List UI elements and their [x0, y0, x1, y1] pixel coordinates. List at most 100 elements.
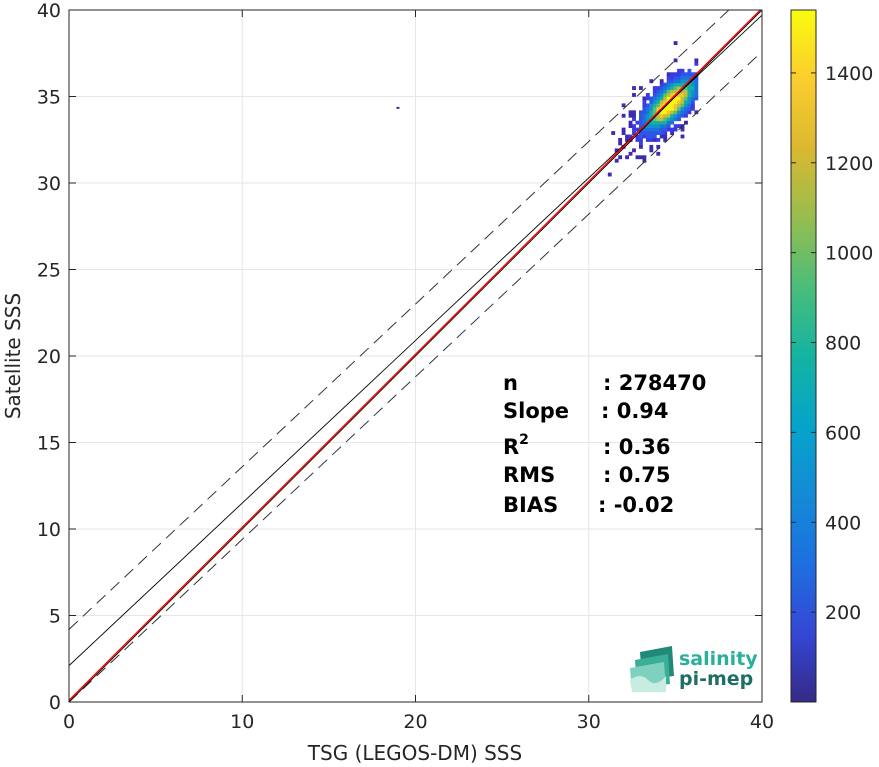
density-cell: [645, 117, 650, 122]
colorbar-tick-label: 600: [825, 422, 861, 444]
density-cell: [621, 131, 626, 135]
density-cell: [642, 110, 647, 115]
density-cell: [677, 99, 681, 104]
density-cell: [680, 89, 685, 94]
y-tick-label: 20: [37, 346, 61, 368]
density-cell: [684, 75, 688, 80]
density-cell: [666, 127, 671, 132]
density-cell: [680, 82, 685, 87]
density-cell: [677, 106, 681, 111]
density-cell: [656, 131, 661, 135]
density-cell: [694, 79, 699, 84]
density-cell: [635, 134, 640, 139]
density-cell: [638, 124, 643, 129]
density-cell: [656, 96, 661, 101]
density-cell: [635, 155, 640, 160]
density-cell: [677, 86, 681, 90]
density-cell: [666, 89, 671, 94]
density-cell: [673, 75, 678, 80]
x-tick-label: 10: [230, 711, 254, 733]
density-cell: [652, 86, 657, 90]
density-heatmap: [396, 41, 699, 177]
density-cell: [680, 93, 685, 97]
density-cell: [694, 110, 699, 115]
density-cell: [638, 144, 643, 149]
density-cell: [659, 124, 664, 129]
density-cell: [659, 82, 664, 87]
density-cell: [645, 134, 650, 139]
density-cell: [687, 96, 692, 101]
density-cell: [670, 106, 675, 111]
density-cell: [645, 93, 650, 97]
density-cell: [649, 106, 654, 111]
logo-text-salinity: salinity: [679, 648, 758, 670]
density-cell: [673, 110, 678, 115]
density-cell: [680, 103, 685, 108]
density-cell: [680, 110, 685, 115]
density-cell: [656, 113, 661, 118]
regression-lines: [69, 10, 762, 702]
density-outlier: [396, 106, 400, 109]
density-cell: [670, 113, 675, 118]
density-cell: [666, 72, 671, 77]
density-cell: [656, 151, 661, 156]
density-cell: [670, 131, 675, 135]
density-cell: [684, 79, 688, 84]
density-cell: [659, 89, 664, 94]
density-cell: [677, 113, 681, 118]
density-cell: [663, 82, 668, 87]
colorbar-tick-label: 1000: [825, 243, 873, 265]
density-cell: [687, 68, 692, 73]
salinity-pimep-logo: salinity pi-mep: [630, 646, 758, 692]
x-tick-label: 20: [403, 711, 427, 733]
density-cell: [642, 127, 647, 132]
density-cell: [680, 79, 685, 84]
density-cell: [656, 99, 661, 104]
density-cell: [663, 131, 668, 135]
density-cell: [649, 138, 654, 142]
density-cell: [652, 93, 657, 97]
density-cell: [673, 117, 678, 122]
density-cell: [638, 110, 643, 115]
density-cell: [690, 93, 695, 97]
density-cell: [673, 127, 678, 132]
density-cell: [628, 151, 633, 156]
density-cell: [638, 138, 643, 142]
density-cell: [659, 131, 664, 135]
density-cell: [659, 120, 664, 125]
density-cell: [663, 127, 668, 132]
density-cell: [649, 79, 654, 84]
density-cell: [684, 106, 688, 111]
density-cell: [680, 72, 685, 77]
density-cell: [645, 96, 650, 101]
fit-upper-dashed-line: [69, 10, 730, 630]
density-cell: [642, 117, 647, 122]
density-cell: [663, 110, 668, 115]
density-cell: [652, 131, 657, 135]
density-cell: [628, 134, 633, 139]
density-cell: [635, 127, 640, 132]
density-cell: [638, 155, 643, 160]
density-cell: [663, 89, 668, 94]
density-cell: [652, 117, 657, 122]
density-cell: [649, 99, 654, 104]
density-cell: [666, 120, 671, 125]
density-cell: [656, 138, 661, 142]
density-cell: [618, 141, 623, 146]
stat-label-r: R: [503, 435, 519, 459]
density-cell: [684, 113, 688, 118]
density-cell: [687, 106, 692, 111]
density-cell: [677, 124, 681, 129]
density-cell: [638, 131, 643, 135]
density-cell: [670, 72, 675, 77]
stat-value-r2: : 0.36: [603, 435, 671, 459]
density-cell: [684, 99, 688, 104]
density-cell: [666, 103, 671, 108]
density-cell: [625, 138, 629, 142]
density-cell: [649, 144, 654, 149]
density-cell: [666, 93, 671, 97]
density-cell: [645, 113, 650, 118]
density-cell: [677, 103, 681, 108]
density-cell: [632, 131, 636, 135]
density-cell: [666, 110, 671, 115]
